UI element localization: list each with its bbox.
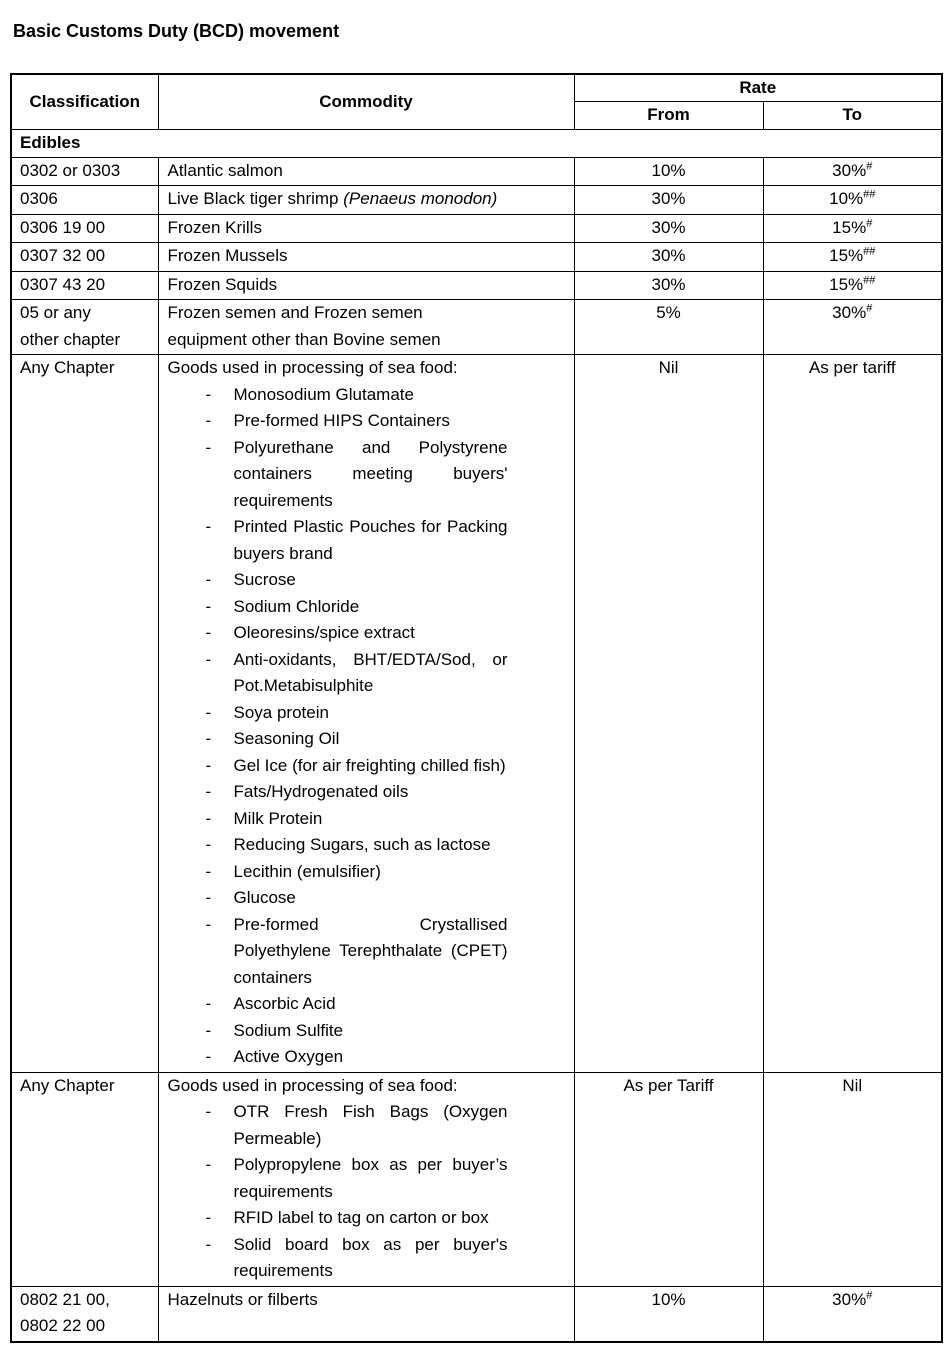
rate-footnote-marker: #	[866, 216, 873, 229]
commodity-cell: Goods used in processing of sea food: Mon…	[157, 354, 575, 1073]
goods-list-item: Pre-formed HIPS Containers	[168, 408, 508, 435]
commodity-text: Live Black tiger shrimp (Penaeus monodon…	[167, 189, 498, 208]
rate-footnote-marker: ##	[863, 245, 876, 258]
goods-list-item: Milk Protein	[168, 806, 508, 833]
goods-list-item: Polypropylene box as per buyer’s require…	[168, 1152, 508, 1205]
goods-list-item: Glucose	[168, 885, 508, 912]
rate-footnote-marker: #	[866, 159, 873, 172]
goods-list-item: Polyurethane and Polystyrene containers …	[168, 435, 508, 515]
rate-to-cell: Nil	[762, 1071, 943, 1287]
section-label: Edibles	[10, 128, 943, 158]
rate-to-cell: 15%##	[762, 242, 943, 272]
classification-cell: 0307 43 20	[10, 270, 159, 300]
rate-to-cell: 30%#	[762, 299, 943, 355]
goods-list-item: Printed Plastic Pouches for Packing buye…	[168, 514, 508, 567]
page-title: Basic Customs Duty (BCD) movement	[13, 21, 340, 41]
table-row: Any Chapter Goods used in processing of s…	[10, 354, 943, 1073]
commodity-text: Goods used in processing of sea food:	[167, 358, 458, 377]
column-header-rate-to: To	[762, 100, 943, 130]
table-row: 0307 43 20 Frozen Squids 30% 15%##	[10, 270, 943, 300]
goods-list-item: Sodium Sulfite	[168, 1018, 508, 1045]
column-header-classification: Classification	[10, 73, 159, 130]
commodity-cell: Frozen Krills	[157, 213, 575, 243]
table-row: 0307 32 00 Frozen Mussels 30% 15%##	[10, 242, 943, 272]
commodity-text: Goods used in processing of sea food:	[167, 1075, 458, 1095]
rate-from-cell: 10%	[573, 1285, 764, 1342]
goods-list: Monosodium GlutamatePre-formed HIPS Cont…	[168, 382, 568, 1071]
commodity-text: Frozen Mussels	[167, 246, 288, 265]
rate-from-cell: 30%	[573, 242, 764, 272]
rate-footnote-marker: ##	[863, 188, 876, 201]
goods-list-item: Ascorbic Acid	[168, 991, 508, 1018]
goods-list-item: Soya protein	[168, 700, 508, 727]
commodity-text: Frozen semen and Frozen semen equipment …	[167, 303, 441, 349]
rate-to-cell: 15%##	[762, 270, 943, 300]
table-row: 0302 or 0303 Atlantic salmon 10% 30%#	[10, 156, 943, 186]
table-row: 0306 Live Black tiger shrimp (Penaeus mon…	[10, 185, 943, 215]
classification-cell: Any Chapter	[10, 354, 159, 1073]
table-body: Edibles 0302 or 0303 Atlantic salmon 10% 30…	[10, 128, 943, 1342]
table-row: Any Chapter Goods used in processing of s…	[10, 1071, 943, 1287]
commodity-cell: Atlantic salmon	[157, 156, 575, 186]
goods-list-item: Anti-oxidants, BHT/EDTA/Sod, or Pot.Meta…	[168, 647, 508, 700]
rate-from-cell: 5%	[573, 299, 764, 355]
table-row: 05 or any other chapter Frozen semen and …	[10, 299, 943, 355]
goods-list-item: Active Oxygen	[168, 1044, 508, 1071]
commodity-cell: Frozen Squids	[157, 270, 575, 300]
commodity-cell: Hazelnuts or filberts	[157, 1285, 575, 1342]
classification-cell: Any Chapter	[10, 1071, 159, 1287]
table-header: Classification Commodity Rate From To	[10, 73, 943, 130]
goods-list: OTR Fresh Fish Bags (Oxygen Permeable)Po…	[168, 1099, 568, 1285]
rate-to-cell: 30%#	[762, 1285, 943, 1342]
rate-from-cell: 30%	[573, 270, 764, 300]
table-row: 0306 19 00 Frozen Krills 30% 15%#	[10, 213, 943, 243]
commodity-cell: Frozen Mussels	[157, 242, 575, 272]
goods-list-item: Fats/Hydrogenated oils	[168, 779, 508, 806]
rate-to-cell: 10%##	[762, 185, 943, 215]
commodity-text: Frozen Krills	[167, 217, 262, 237]
goods-list-item: Pre-formed Crystallised Polyethylene Ter…	[168, 912, 508, 992]
commodity-cell: Live Black tiger shrimp (Penaeus monodon…	[157, 185, 575, 215]
commodity-text: Hazelnuts or filberts	[167, 1289, 318, 1309]
goods-list-item: Monosodium Glutamate	[168, 382, 508, 409]
goods-list-item: Oleoresins/spice extract	[168, 620, 508, 647]
rate-from-cell: 30%	[573, 213, 764, 243]
section-row-edibles: Edibles	[10, 128, 943, 158]
classification-cell: 0302 or 0303	[10, 156, 159, 186]
rate-from-cell: 10%	[573, 156, 764, 186]
rate-from-cell: 30%	[573, 185, 764, 215]
classification-cell: 05 or any other chapter	[10, 299, 159, 355]
rate-from-cell: Nil	[573, 354, 764, 1073]
goods-list-item: Sodium Chloride	[168, 594, 508, 621]
classification-cell: 0802 21 00, 0802 22 00	[10, 1285, 159, 1342]
commodity-text: Frozen Squids	[167, 274, 278, 294]
rate-to-cell: 15%#	[762, 213, 943, 243]
column-header-rate-from: From	[573, 100, 764, 130]
rate-from-cell: As per Tariff	[573, 1071, 764, 1287]
classification-cell: 0306	[10, 185, 159, 215]
goods-list-item: Seasoning Oil	[168, 726, 508, 753]
column-header-commodity: Commodity	[157, 73, 575, 130]
goods-list-item: Sucrose	[168, 567, 508, 594]
goods-list-item: Gel Ice (for air freighting chilled fish…	[168, 753, 508, 780]
rate-to-cell: 30%#	[762, 156, 943, 186]
classification-cell: 0306 19 00	[10, 213, 159, 243]
goods-list-item: RFID label to tag on carton or box	[168, 1205, 508, 1232]
classification-cell: 0307 32 00	[10, 242, 159, 272]
goods-list-item: OTR Fresh Fish Bags (Oxygen Permeable)	[168, 1099, 508, 1152]
rate-footnote-marker: #	[866, 302, 873, 315]
rate-to-cell: As per tariff	[762, 354, 943, 1073]
rate-footnote-marker: #	[866, 1288, 873, 1301]
commodity-cell: Frozen semen and Frozen semen equipment …	[157, 299, 575, 355]
goods-list-item: Reducing Sugars, such as lactose	[168, 832, 508, 859]
bcd-movement-table: Classification Commodity Rate From To Ed…	[10, 73, 944, 1343]
commodity-text: Atlantic salmon	[167, 160, 283, 180]
commodity-cell: Goods used in processing of sea food: OTR…	[157, 1071, 575, 1287]
column-header-rate: Rate	[573, 73, 943, 102]
rate-footnote-marker: ##	[863, 273, 876, 286]
goods-list-item: Lecithin (emulsifier)	[168, 859, 508, 886]
goods-list-item: Solid board box as per buyer's requireme…	[168, 1232, 508, 1285]
table-row: 0802 21 00, 0802 22 00 Hazelnuts or filbe…	[10, 1285, 943, 1342]
